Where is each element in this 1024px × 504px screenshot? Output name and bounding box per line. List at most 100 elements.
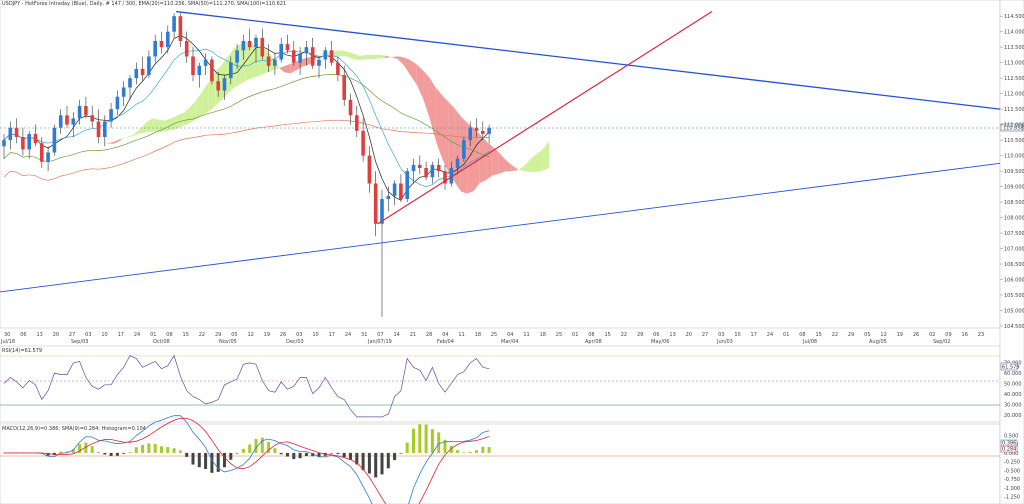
candle-body xyxy=(373,183,378,224)
date-tick-label: 15 xyxy=(183,332,189,338)
date-tick-label: 12 xyxy=(880,332,886,338)
date-tick-label: 29 xyxy=(637,332,643,338)
candle-body xyxy=(203,59,208,66)
candle-body xyxy=(33,133,38,144)
macd-histogram-bar xyxy=(160,446,163,453)
macd-histogram-bar xyxy=(84,442,88,453)
candle-body xyxy=(96,121,101,138)
month-label: Jul/08 xyxy=(802,339,817,345)
cloud-segment xyxy=(120,137,127,141)
cloud-segment xyxy=(404,57,411,76)
macd-histogram-bar xyxy=(78,444,82,453)
candle-body xyxy=(52,127,57,153)
date-tick-label: 22 xyxy=(621,332,627,338)
candle-body xyxy=(411,164,416,172)
candle-body xyxy=(197,65,202,76)
cloud-segment xyxy=(341,50,348,57)
macd-histogram-bar xyxy=(115,452,119,456)
month-label: Jan/07/19 xyxy=(367,339,392,345)
rsi-tick-label: 50.000 xyxy=(1004,381,1022,387)
month-label: Sep/02 xyxy=(933,339,950,345)
cloud-segment xyxy=(492,146,499,176)
candle-body xyxy=(2,140,6,147)
cloud-segment xyxy=(416,64,424,99)
candle-body xyxy=(487,127,491,134)
macd-histogram-bar xyxy=(443,439,447,453)
cloud-segment xyxy=(190,99,197,123)
macd-histogram-bar xyxy=(386,452,390,469)
rsi-value-tag xyxy=(1000,362,1018,371)
macd-histogram-bar xyxy=(336,452,340,454)
trend-lines[interactable] xyxy=(0,10,1001,293)
macd-histogram-bar xyxy=(191,452,195,465)
upper-trendline xyxy=(176,10,1001,110)
macd-histogram-bar xyxy=(248,444,252,453)
date-tick-label: 11 xyxy=(523,332,529,338)
macd-histogram-bar xyxy=(128,452,132,453)
macd-histogram-bar xyxy=(367,452,371,474)
date-tick-label: 20 xyxy=(686,332,692,338)
macd-tick-label: -0.500 xyxy=(1004,468,1020,474)
macd-title: MACD(12,26,9)=0.386; SMA(9)=0.284; Histo… xyxy=(2,426,146,432)
month-label: Apr/08 xyxy=(585,339,602,345)
price-tick-label: 110.000 xyxy=(1004,154,1024,160)
candle-body xyxy=(210,59,214,82)
cloud-segment xyxy=(372,54,379,59)
date-tick-label: 05 xyxy=(864,332,870,338)
candle-body xyxy=(140,68,145,76)
date-tick-label: 21 xyxy=(410,332,416,338)
candle-body xyxy=(128,78,132,88)
sma200-line xyxy=(3,119,490,181)
date-tick-label: 11 xyxy=(458,332,464,338)
macd-histogram-bar xyxy=(286,452,289,457)
macd-histogram-bar xyxy=(166,447,170,453)
cloud-segment xyxy=(385,55,392,59)
cloud-segment xyxy=(397,56,405,66)
date-tick-label: 03 xyxy=(296,332,302,338)
cloud-segment xyxy=(473,128,480,192)
macd-histogram-bar xyxy=(172,448,176,453)
cloud-segment xyxy=(542,141,550,171)
candle-body xyxy=(27,133,31,150)
macd-tick-label: 0.000 xyxy=(1004,451,1018,457)
date-tick-label: 08 xyxy=(799,332,805,338)
cloud-segment xyxy=(530,154,537,172)
candle-body xyxy=(405,171,409,199)
price-tick-label: 109.500 xyxy=(1004,169,1024,175)
candle-body xyxy=(380,198,384,224)
candle-body xyxy=(329,50,334,63)
price-axis: 114.500 114.000 113.500 113.000 112.500 112.0… xyxy=(1000,14,1024,330)
date-tick-label: 25 xyxy=(491,332,497,338)
date-tick-label: 06 xyxy=(20,332,26,338)
candle-body xyxy=(392,183,397,196)
macd-histogram-bar xyxy=(147,443,151,453)
macd-histogram-bar xyxy=(481,446,485,453)
date-tick-label: 30 xyxy=(4,332,10,338)
rsi-tick-label: 60.000 xyxy=(1004,371,1022,377)
candle-body xyxy=(481,130,485,134)
macd-panel[interactable] xyxy=(0,423,1001,504)
rsi-panel[interactable] xyxy=(0,345,1001,423)
price-tick-label: 104.500 xyxy=(1004,324,1024,330)
signal-line xyxy=(4,417,490,504)
date-tick-label: 05 xyxy=(231,332,237,338)
cloud-segment xyxy=(423,70,430,118)
candle-body xyxy=(430,164,435,178)
cloud-segment xyxy=(410,60,417,85)
macd-histogram-bar xyxy=(197,452,201,468)
sma100-line xyxy=(3,74,490,163)
time-axis: 30 06 13 20 27 03 10 17 24 01 08 15 22 29 05 12 19 26 03 10… xyxy=(0,332,984,345)
candle-body xyxy=(235,50,239,63)
month-label: Mar/04 xyxy=(501,339,518,345)
cloud-segment xyxy=(171,115,178,131)
cloud-segment xyxy=(486,141,493,180)
candle-body xyxy=(266,56,271,66)
cloud-segment xyxy=(145,118,153,133)
date-tick-label: 08 xyxy=(166,332,172,338)
date-tick-label: 22 xyxy=(832,332,838,338)
candle-body xyxy=(153,40,157,57)
date-tick-label: 09 xyxy=(945,332,951,338)
cloud-segment xyxy=(498,152,505,174)
date-tick-label: 27 xyxy=(702,332,708,338)
